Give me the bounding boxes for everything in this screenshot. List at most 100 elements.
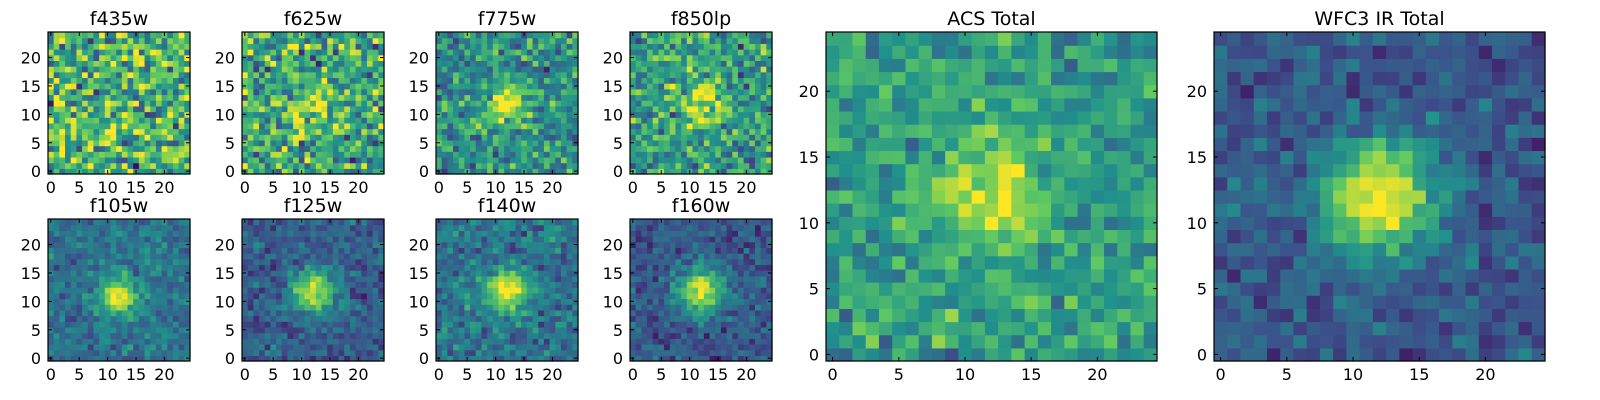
heatmap-cell [332, 247, 340, 254]
heatmap-cell [378, 343, 385, 351]
heatmap-cell [304, 230, 311, 237]
heatmap-cell [532, 224, 539, 231]
heatmap-cell [549, 71, 556, 79]
heatmap-cell [509, 253, 517, 260]
heatmap-cell [555, 343, 562, 351]
heatmap-cell [378, 253, 385, 260]
heatmap-cell [641, 298, 648, 305]
heatmap-cell [715, 128, 722, 135]
heatmap-cell [532, 309, 539, 317]
heatmap-cell [93, 219, 100, 226]
y-tick-label: 15 [21, 264, 41, 283]
heatmap-cell [138, 264, 146, 271]
heatmap-cell [161, 287, 168, 294]
heatmap-cell [310, 105, 317, 113]
heatmap-cell [87, 77, 95, 84]
heatmap-cell [498, 117, 505, 124]
heatmap-cell [327, 258, 334, 266]
heatmap-cell [116, 298, 123, 305]
heatmap-cell [658, 309, 665, 317]
heatmap-cell [669, 338, 677, 345]
heatmap-cell [766, 60, 773, 67]
heatmap-cell [93, 111, 100, 118]
heatmap-cell [686, 66, 694, 73]
heatmap-cell [276, 128, 283, 135]
heatmap-cell [470, 224, 477, 231]
heatmap-cell [161, 264, 168, 271]
heatmap-cell [698, 275, 705, 283]
heatmap-cell [253, 145, 260, 152]
heatmap-cell [281, 134, 289, 141]
heatmap-cell [161, 275, 168, 283]
heatmap-cell [732, 71, 739, 79]
heatmap-cell [110, 270, 117, 277]
heatmap-cell [372, 230, 379, 237]
heatmap-cell [270, 321, 277, 328]
heatmap-cell [349, 241, 357, 248]
heatmap-cell [709, 71, 716, 79]
heatmap-cell [372, 162, 379, 169]
heatmap-cell [310, 264, 317, 271]
heatmap-cell [475, 298, 483, 305]
heatmap-cell [361, 332, 368, 339]
heatmap-cell [121, 156, 129, 164]
heatmap-cell [355, 275, 362, 283]
heatmap-cell [378, 230, 385, 237]
heatmap-cell [464, 298, 471, 305]
heatmap-cell [766, 37, 773, 44]
heatmap-cell [48, 338, 55, 345]
heatmap-cell [253, 60, 260, 67]
heatmap-cell [760, 100, 767, 107]
heatmap-cell [361, 100, 368, 107]
heatmap-cell [664, 117, 671, 124]
heatmap-cell [310, 219, 317, 226]
heatmap-cell [298, 162, 306, 169]
heatmap-cell [475, 100, 483, 107]
heatmap-cell [453, 298, 460, 305]
heatmap-cell [264, 60, 271, 67]
heatmap-cell [259, 54, 266, 61]
heatmap-cell [310, 32, 317, 39]
heatmap-cell [526, 54, 534, 61]
heatmap-cell [161, 270, 168, 277]
heatmap-cell [720, 275, 728, 283]
heatmap-cell [526, 151, 534, 158]
heatmap-cell [99, 111, 106, 118]
heatmap-cell [281, 77, 289, 84]
heatmap-cell [458, 304, 465, 311]
heatmap-cell [53, 151, 60, 158]
heatmap-cell [664, 343, 671, 351]
heatmap-cell [150, 122, 157, 130]
heatmap-cell [726, 117, 733, 124]
heatmap-cell [436, 253, 443, 260]
heatmap-cell [82, 236, 89, 243]
heatmap-cell [327, 60, 334, 67]
heatmap-cell [270, 122, 277, 130]
heatmap-cell [743, 287, 750, 294]
heatmap-cell [281, 111, 289, 118]
heatmap-cell [144, 66, 151, 73]
heatmap-cell [669, 122, 677, 130]
heatmap-cell [304, 134, 311, 141]
heatmap-cell [172, 355, 180, 362]
heatmap-cell [315, 162, 323, 169]
heatmap-cell [167, 219, 174, 226]
heatmap-cell [703, 77, 711, 84]
heatmap-cell [509, 66, 517, 73]
heatmap-cell [310, 100, 317, 107]
heatmap-cell [521, 122, 528, 130]
heatmap-cell [150, 156, 157, 164]
heatmap-cell [178, 117, 185, 124]
heatmap-cell [53, 224, 60, 231]
heatmap-cell [304, 315, 311, 322]
heatmap-cell [458, 332, 465, 339]
heatmap-cell [692, 145, 699, 152]
heatmap-cell [441, 343, 448, 351]
heatmap-cell [104, 338, 112, 345]
heatmap-cell [70, 309, 77, 317]
heatmap-cell [647, 122, 654, 130]
heatmap-cell [172, 332, 180, 339]
heatmap-cell [184, 292, 191, 300]
x-tick-label: 5 [74, 178, 84, 197]
heatmap-cell [59, 332, 66, 339]
